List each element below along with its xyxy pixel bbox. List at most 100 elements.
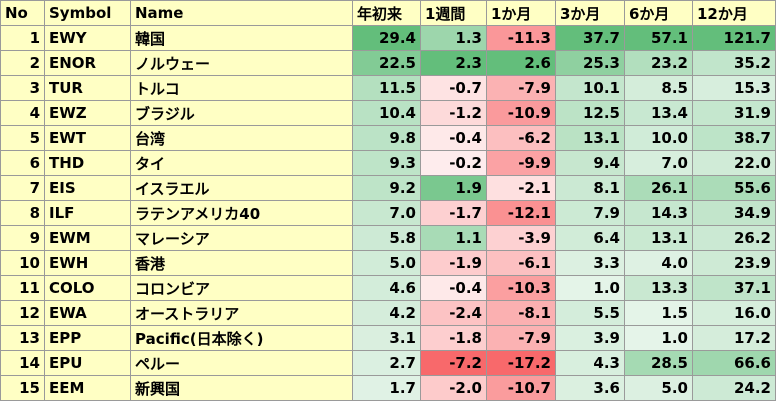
value-cell: 7.0 <box>352 200 421 226</box>
text-cell: 韓国 <box>130 25 353 51</box>
value-cell: 26.2 <box>692 225 776 251</box>
header-cell: 6か月 <box>624 0 693 26</box>
value-cell: 2.7 <box>352 350 421 376</box>
text-cell: EEM <box>44 375 131 401</box>
value-cell: 28.5 <box>624 350 693 376</box>
text-cell: 1 <box>0 25 45 51</box>
table-row: 13 EPP Pacific(日本除く) 3.1 -1.8 -7.9 3.9 1.0 17.2 <box>0 325 776 351</box>
value-cell: 5.5 <box>555 300 625 326</box>
value-cell: 22.5 <box>352 50 421 76</box>
value-cell: 10.0 <box>624 125 693 151</box>
value-cell: 5.8 <box>352 225 421 251</box>
header-cell: 1か月 <box>486 0 556 26</box>
text-cell: 4 <box>0 100 45 126</box>
header-cell: 年初来 <box>352 0 421 26</box>
text-cell: EWY <box>44 25 131 51</box>
value-cell: 38.7 <box>692 125 776 151</box>
value-cell: 2.6 <box>486 50 556 76</box>
value-cell: -6.1 <box>486 250 556 276</box>
text-cell: ノルウェー <box>130 50 353 76</box>
text-cell: ENOR <box>44 50 131 76</box>
value-cell: 1.0 <box>624 325 693 351</box>
text-cell: 6 <box>0 150 45 176</box>
value-cell: 3.1 <box>352 325 421 351</box>
value-cell: 9.4 <box>555 150 625 176</box>
header-row: No Symbol Name 年初来 1週間 1か月 3か月 6か月 12か月 <box>0 0 776 26</box>
value-cell: -10.3 <box>486 275 556 301</box>
text-cell: 11 <box>0 275 45 301</box>
text-cell: 10 <box>0 250 45 276</box>
text-cell: オーストラリア <box>130 300 353 326</box>
value-cell: 2.3 <box>420 50 487 76</box>
text-cell: EWH <box>44 250 131 276</box>
value-cell: 9.2 <box>352 175 421 201</box>
value-cell: 5.0 <box>624 375 693 401</box>
value-cell: 1.1 <box>420 225 487 251</box>
table-row: 9 EWM マレーシア 5.8 1.1 -3.9 6.4 13.1 26.2 <box>0 225 776 251</box>
text-cell: イスラエル <box>130 175 353 201</box>
value-cell: -10.7 <box>486 375 556 401</box>
header-cell: 12か月 <box>692 0 776 26</box>
value-cell: 5.0 <box>352 250 421 276</box>
value-cell: 17.2 <box>692 325 776 351</box>
text-cell: TUR <box>44 75 131 101</box>
text-cell: 香港 <box>130 250 353 276</box>
value-cell: 8.1 <box>555 175 625 201</box>
header-cell: Symbol <box>44 0 131 26</box>
value-cell: 35.2 <box>692 50 776 76</box>
text-cell: EIS <box>44 175 131 201</box>
text-cell: 新興国 <box>130 375 353 401</box>
value-cell: 1.0 <box>555 275 625 301</box>
text-cell: EPU <box>44 350 131 376</box>
table-body: 1 EWY 韓国 29.4 1.3 -11.3 37.7 57.1 121.7 2 ENOR ノルウェ… <box>0 25 776 401</box>
value-cell: 10.1 <box>555 75 625 101</box>
value-cell: 8.5 <box>624 75 693 101</box>
text-cell: ILF <box>44 200 131 226</box>
value-cell: -0.2 <box>420 150 487 176</box>
value-cell: 1.9 <box>420 175 487 201</box>
value-cell: 10.4 <box>352 100 421 126</box>
text-cell: 12 <box>0 300 45 326</box>
value-cell: 6.4 <box>555 225 625 251</box>
text-cell: EWM <box>44 225 131 251</box>
text-cell: THD <box>44 150 131 176</box>
value-cell: 37.7 <box>555 25 625 51</box>
text-cell: タイ <box>130 150 353 176</box>
value-cell: 29.4 <box>352 25 421 51</box>
value-cell: 1.5 <box>624 300 693 326</box>
value-cell: 7.9 <box>555 200 625 226</box>
value-cell: 3.3 <box>555 250 625 276</box>
value-cell: 1.3 <box>420 25 487 51</box>
text-cell: コロンビア <box>130 275 353 301</box>
header-cell: Name <box>130 0 353 26</box>
value-cell: 15.3 <box>692 75 776 101</box>
value-cell: -12.1 <box>486 200 556 226</box>
value-cell: -11.3 <box>486 25 556 51</box>
value-cell: 22.0 <box>692 150 776 176</box>
value-cell: 16.0 <box>692 300 776 326</box>
text-cell: 13 <box>0 325 45 351</box>
text-cell: ラテンアメリカ40 <box>130 200 353 226</box>
value-cell: -7.9 <box>486 75 556 101</box>
text-cell: 5 <box>0 125 45 151</box>
value-cell: -2.1 <box>486 175 556 201</box>
table-row: 11 COLO コロンビア 4.6 -0.4 -10.3 1.0 13.3 37.1 <box>0 275 776 301</box>
text-cell: 3 <box>0 75 45 101</box>
value-cell: 13.1 <box>555 125 625 151</box>
header-cell: 1週間 <box>420 0 487 26</box>
value-cell: -2.4 <box>420 300 487 326</box>
value-cell: 4.6 <box>352 275 421 301</box>
value-cell: -9.9 <box>486 150 556 176</box>
value-cell: -1.2 <box>420 100 487 126</box>
value-cell: 1.7 <box>352 375 421 401</box>
value-cell: 14.3 <box>624 200 693 226</box>
value-cell: 4.0 <box>624 250 693 276</box>
value-cell: -10.9 <box>486 100 556 126</box>
value-cell: 57.1 <box>624 25 693 51</box>
value-cell: -7.2 <box>420 350 487 376</box>
text-cell: 9 <box>0 225 45 251</box>
value-cell: 24.2 <box>692 375 776 401</box>
text-cell: 15 <box>0 375 45 401</box>
value-cell: -17.2 <box>486 350 556 376</box>
value-cell: -0.4 <box>420 125 487 151</box>
